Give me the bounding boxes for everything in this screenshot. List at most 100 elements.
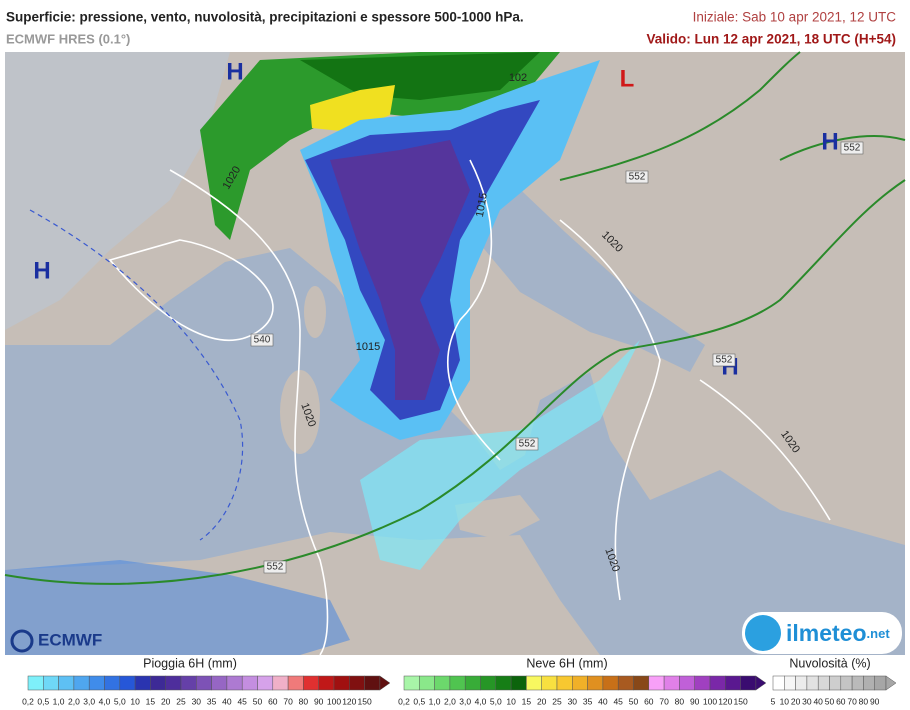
legend-label: 0,2 — [22, 696, 34, 706]
init-time: Iniziale: Sab 10 apr 2021, 12 UTC — [693, 10, 897, 25]
legend-label: 2,0 — [68, 696, 80, 706]
legend-swatch — [740, 675, 757, 691]
legend-swatch — [694, 675, 711, 691]
legend-label: 0,5 — [37, 696, 49, 706]
legend-swatch — [480, 675, 497, 691]
legend-swatch — [241, 675, 258, 691]
legend-label: 35 — [207, 696, 217, 706]
legend-swatch — [784, 675, 796, 691]
valid-time: Valido: Lun 12 apr 2021, 18 UTC (H+54) — [647, 32, 896, 47]
legend-label: 20 — [537, 696, 547, 706]
legend-swatch — [73, 675, 90, 691]
legend-label: 120 — [342, 696, 356, 706]
legend-arrow — [755, 675, 767, 691]
legend-swatch — [134, 675, 151, 691]
legend-label: 40 — [598, 696, 608, 706]
thickness-label-bg — [625, 170, 649, 184]
legend-label: 150 — [358, 696, 372, 706]
legend-label: 5 — [771, 696, 776, 706]
legend-label: 50 — [825, 696, 835, 706]
logo-main: ilmeteo — [786, 620, 867, 646]
legend-swatch — [572, 675, 588, 691]
legend-label: 30 — [802, 696, 812, 706]
thickness-540 — [29, 209, 244, 541]
legend-label: 10 — [506, 696, 516, 706]
legend-label: 3,0 — [83, 696, 95, 706]
legend-label: 4,0 — [99, 696, 111, 706]
legend-swatch — [196, 675, 212, 691]
legend-label: 40 — [813, 696, 823, 706]
legend-label: 20 — [791, 696, 801, 706]
legend-label: 60 — [836, 696, 846, 706]
legend-swatch — [333, 675, 350, 691]
legend-swatch — [211, 675, 228, 691]
legend-swatch — [851, 675, 864, 691]
cloud-area — [5, 52, 230, 330]
legend-label: 120 — [718, 696, 732, 706]
legend-swatch — [495, 675, 512, 691]
title: Superficie: pressione, vento, nuvolosità… — [6, 10, 524, 25]
legend-swatch — [226, 675, 243, 691]
legend-label: 0,2 — [398, 696, 410, 706]
legend-label: 5,0 — [114, 696, 126, 706]
legend-swatch — [419, 675, 435, 691]
legend-label: 30 — [192, 696, 202, 706]
legend-swatch — [709, 675, 726, 691]
pressure-center: H — [821, 128, 838, 155]
legend-swatch — [556, 675, 573, 691]
legend-label: 90 — [314, 696, 324, 706]
legend-label: 0,5 — [413, 696, 425, 706]
legend-swatch — [587, 675, 604, 691]
legend-swatch — [526, 675, 542, 691]
legend-label: 3,0 — [459, 696, 471, 706]
legend-label: 45 — [237, 696, 247, 706]
thickness-label: 552 — [519, 439, 536, 450]
legend-swatch — [257, 675, 274, 691]
legend-label: 2,0 — [444, 696, 456, 706]
legend-swatch — [165, 675, 182, 691]
legend-swatch — [725, 675, 741, 691]
pressure-center: H — [33, 257, 50, 284]
legend-label: 45 — [613, 696, 623, 706]
legend-swatch — [272, 675, 289, 691]
legend-swatch — [119, 675, 136, 691]
model-name: ECMWF HRES (0.1°) — [6, 31, 130, 46]
isobar-label: 1015 — [474, 192, 490, 218]
snow-area — [200, 52, 560, 240]
legend-swatch — [772, 675, 785, 691]
legend-swatch — [403, 675, 420, 691]
legend-label: 5,0 — [490, 696, 502, 706]
snow-heavy — [300, 52, 540, 100]
legend-label: 60 — [644, 696, 654, 706]
logo-text: ECMWF — [38, 630, 102, 649]
legend-swatch — [648, 675, 665, 691]
legend-swatch — [679, 675, 695, 691]
thickness-label: 540 — [254, 335, 271, 346]
rain-south — [360, 340, 640, 570]
legend-swatch — [840, 675, 853, 691]
legend-swatch — [663, 675, 680, 691]
legend-title: Nuvolosità (%) — [789, 656, 870, 670]
legend-swatch — [27, 675, 44, 691]
legend-label: 60 — [268, 696, 278, 706]
legend-title: Neve 6H (mm) — [526, 656, 607, 670]
legend-label: 25 — [176, 696, 186, 706]
thickness-label-bg — [515, 437, 539, 451]
legend-label: 50 — [629, 696, 639, 706]
legend-label: 10 — [130, 696, 140, 706]
legend-label: 20 — [161, 696, 171, 706]
legend-label: 50 — [253, 696, 263, 706]
legend-swatch — [863, 675, 875, 691]
legend-arrow — [379, 675, 391, 691]
legend-swatch — [43, 675, 59, 691]
legend-swatch — [434, 675, 451, 691]
legend-label: 35 — [583, 696, 593, 706]
logo-suffix: .net — [867, 626, 891, 641]
isobar-label: 102 — [509, 72, 527, 84]
legend-swatch — [318, 675, 335, 691]
legend-swatch — [150, 675, 166, 691]
thickness-label: 552 — [267, 562, 284, 573]
legend-label: 150 — [734, 696, 748, 706]
